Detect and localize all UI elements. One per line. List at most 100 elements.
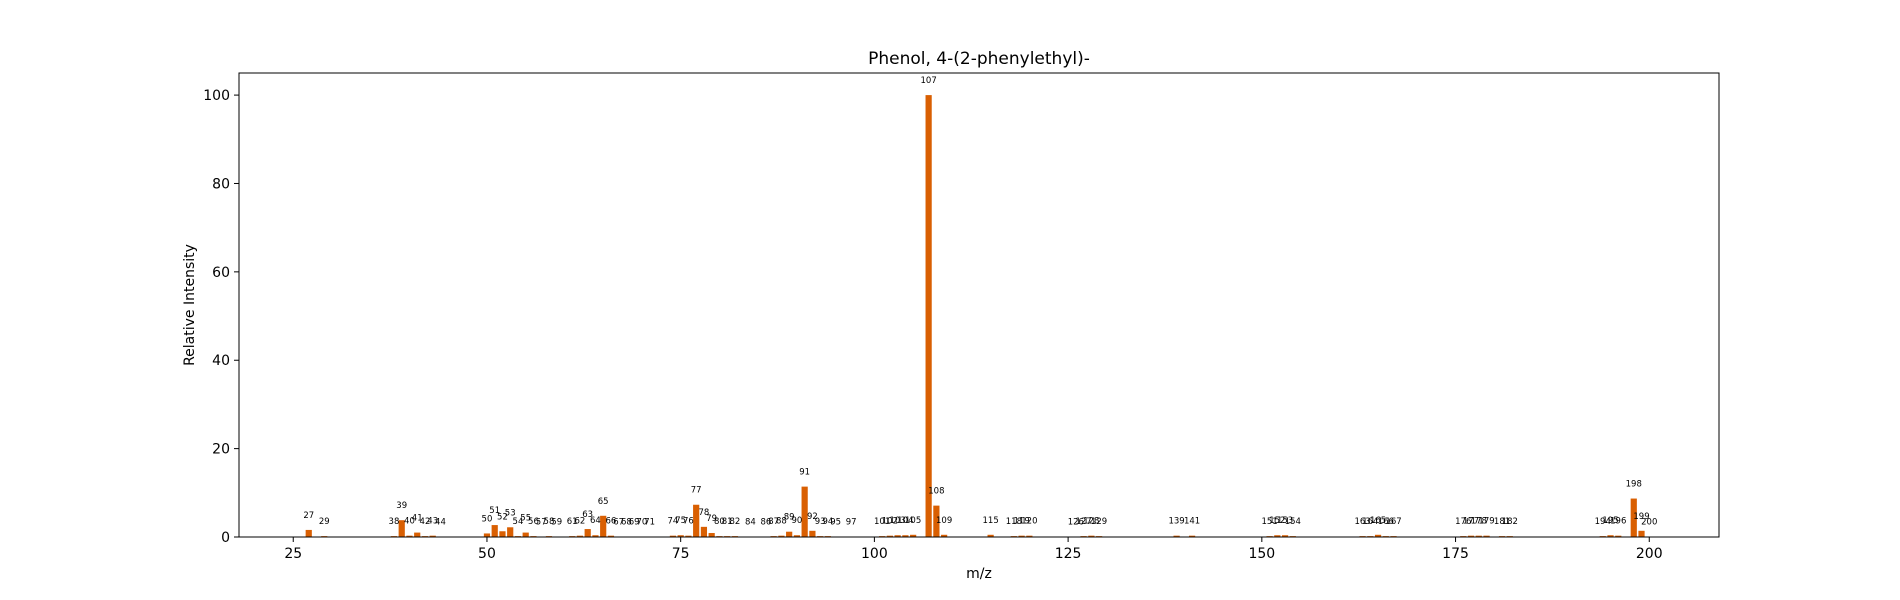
peak-label-92: 92 <box>807 512 818 522</box>
bar-mz-119 <box>1018 535 1025 537</box>
bar-mz-55 <box>522 532 529 537</box>
bar-mz-66 <box>607 535 615 537</box>
bar-mz-64 <box>592 535 599 537</box>
bar-mz-104 <box>902 535 909 537</box>
peak-label-127: 127 <box>1075 517 1091 527</box>
bar-mz-79 <box>708 533 715 537</box>
peak-label-58: 58 <box>544 517 555 527</box>
peak-label-27: 27 <box>303 511 314 521</box>
y-tick-label-80: 80 <box>212 176 230 192</box>
peak-label-39: 39 <box>396 501 407 511</box>
x-tick-label-25: 25 <box>284 546 302 562</box>
peak-label-51: 51 <box>489 506 500 516</box>
peak-label-55: 55 <box>520 514 531 524</box>
peak-label-167: 167 <box>1385 517 1401 527</box>
bar-mz-77 <box>693 504 700 537</box>
bar-mz-91 <box>801 486 808 537</box>
bar-mz-107 <box>925 95 932 537</box>
bar-mz-63 <box>584 529 591 537</box>
plot-frame <box>238 72 1720 538</box>
peak-label-154: 154 <box>1285 517 1301 527</box>
peak-label-200: 200 <box>1641 518 1657 528</box>
peak-label-95: 95 <box>830 518 841 528</box>
peak-label-102: 102 <box>882 517 898 527</box>
peak-label-66: 66 <box>606 517 617 527</box>
peak-label-84: 84 <box>745 518 756 528</box>
peak-label-93: 93 <box>815 517 826 527</box>
x-tick-label-150: 150 <box>1248 546 1275 562</box>
bar-mz-120 <box>1026 535 1033 537</box>
bar-mz-178 <box>1475 535 1482 537</box>
peak-label-53: 53 <box>505 508 516 518</box>
peak-label-194: 194 <box>1595 517 1611 527</box>
peak-label-59: 59 <box>551 518 562 528</box>
x-tick-label-100: 100 <box>861 546 888 562</box>
peak-label-179: 179 <box>1478 517 1494 527</box>
y-tick-label-40: 40 <box>212 353 230 369</box>
peak-label-62: 62 <box>575 517 586 527</box>
bar-mz-141 <box>1188 535 1196 537</box>
chart-title: Phenol, 4-(2-phenylethyl)- <box>868 49 1090 69</box>
peak-label-81: 81 <box>722 517 733 527</box>
bar-mz-78 <box>700 526 708 537</box>
bar-mz-40 <box>406 535 413 537</box>
peak-label-44: 44 <box>435 518 446 528</box>
peak-label-115: 115 <box>983 516 999 526</box>
peak-label-108: 108 <box>928 487 944 497</box>
peak-label-182: 182 <box>1502 517 1518 527</box>
y-tick-label-100: 100 <box>203 88 230 104</box>
bar-mz-43 <box>429 535 436 537</box>
peak-label-42: 42 <box>420 517 431 527</box>
peak-label-29: 29 <box>319 517 330 527</box>
peak-label-94: 94 <box>822 517 833 527</box>
peak-label-164: 164 <box>1362 517 1378 527</box>
bar-mz-199 <box>1638 530 1645 537</box>
bar-mz-89 <box>786 531 793 537</box>
bar-mz-108 <box>933 505 940 537</box>
bar-mz-41 <box>414 532 421 537</box>
peak-label-176: 176 <box>1455 517 1471 527</box>
bar-mz-75 <box>677 535 684 537</box>
peak-label-86: 86 <box>760 518 771 528</box>
bar-mz-103 <box>894 535 901 537</box>
bar-mz-52 <box>499 531 506 537</box>
bar-mz-51 <box>491 525 498 537</box>
bar-mz-196 <box>1615 535 1622 537</box>
bar-mz-27 <box>305 529 312 537</box>
peak-label-153: 153 <box>1277 516 1293 526</box>
peak-label-64: 64 <box>590 516 601 526</box>
peak-label-50: 50 <box>482 514 493 524</box>
peak-label-56: 56 <box>528 517 539 527</box>
peak-label-57: 57 <box>536 518 547 528</box>
bar-mz-198 <box>1630 498 1637 537</box>
bar-mz-177 <box>1467 535 1475 537</box>
peak-label-43: 43 <box>427 517 438 527</box>
bar-mz-102 <box>886 535 893 537</box>
peak-label-120: 120 <box>1021 517 1037 527</box>
y-axis: 0 20 40 60 80 100 <box>203 88 239 546</box>
bar-mz-39 <box>398 520 405 537</box>
x-tick-label-125: 125 <box>1055 546 1082 562</box>
peak-label-89: 89 <box>784 513 795 523</box>
peak-label-152: 152 <box>1269 516 1285 526</box>
bar-mz-88 <box>778 535 785 537</box>
peak-label-76: 76 <box>683 517 694 527</box>
bar-mz-105 <box>910 534 917 537</box>
bar-mz-53 <box>507 527 514 537</box>
peak-label-68: 68 <box>621 518 632 528</box>
bar-mz-152 <box>1274 535 1281 537</box>
peak-label-91: 91 <box>799 468 810 478</box>
x-tick-label-50: 50 <box>478 546 496 562</box>
peak-label-87: 87 <box>768 517 779 527</box>
peak-label-196: 196 <box>1610 517 1626 527</box>
peak-label-181: 181 <box>1494 517 1510 527</box>
bar-mz-90 <box>793 535 801 537</box>
peak-label-65: 65 <box>598 497 609 507</box>
peak-label-82: 82 <box>730 517 741 527</box>
peak-label-67: 67 <box>613 518 624 528</box>
peak-label-105: 105 <box>905 516 921 526</box>
peak-label-101: 101 <box>874 517 890 527</box>
bar-mz-195 <box>1607 535 1614 537</box>
peak-label-141: 141 <box>1184 517 1200 527</box>
